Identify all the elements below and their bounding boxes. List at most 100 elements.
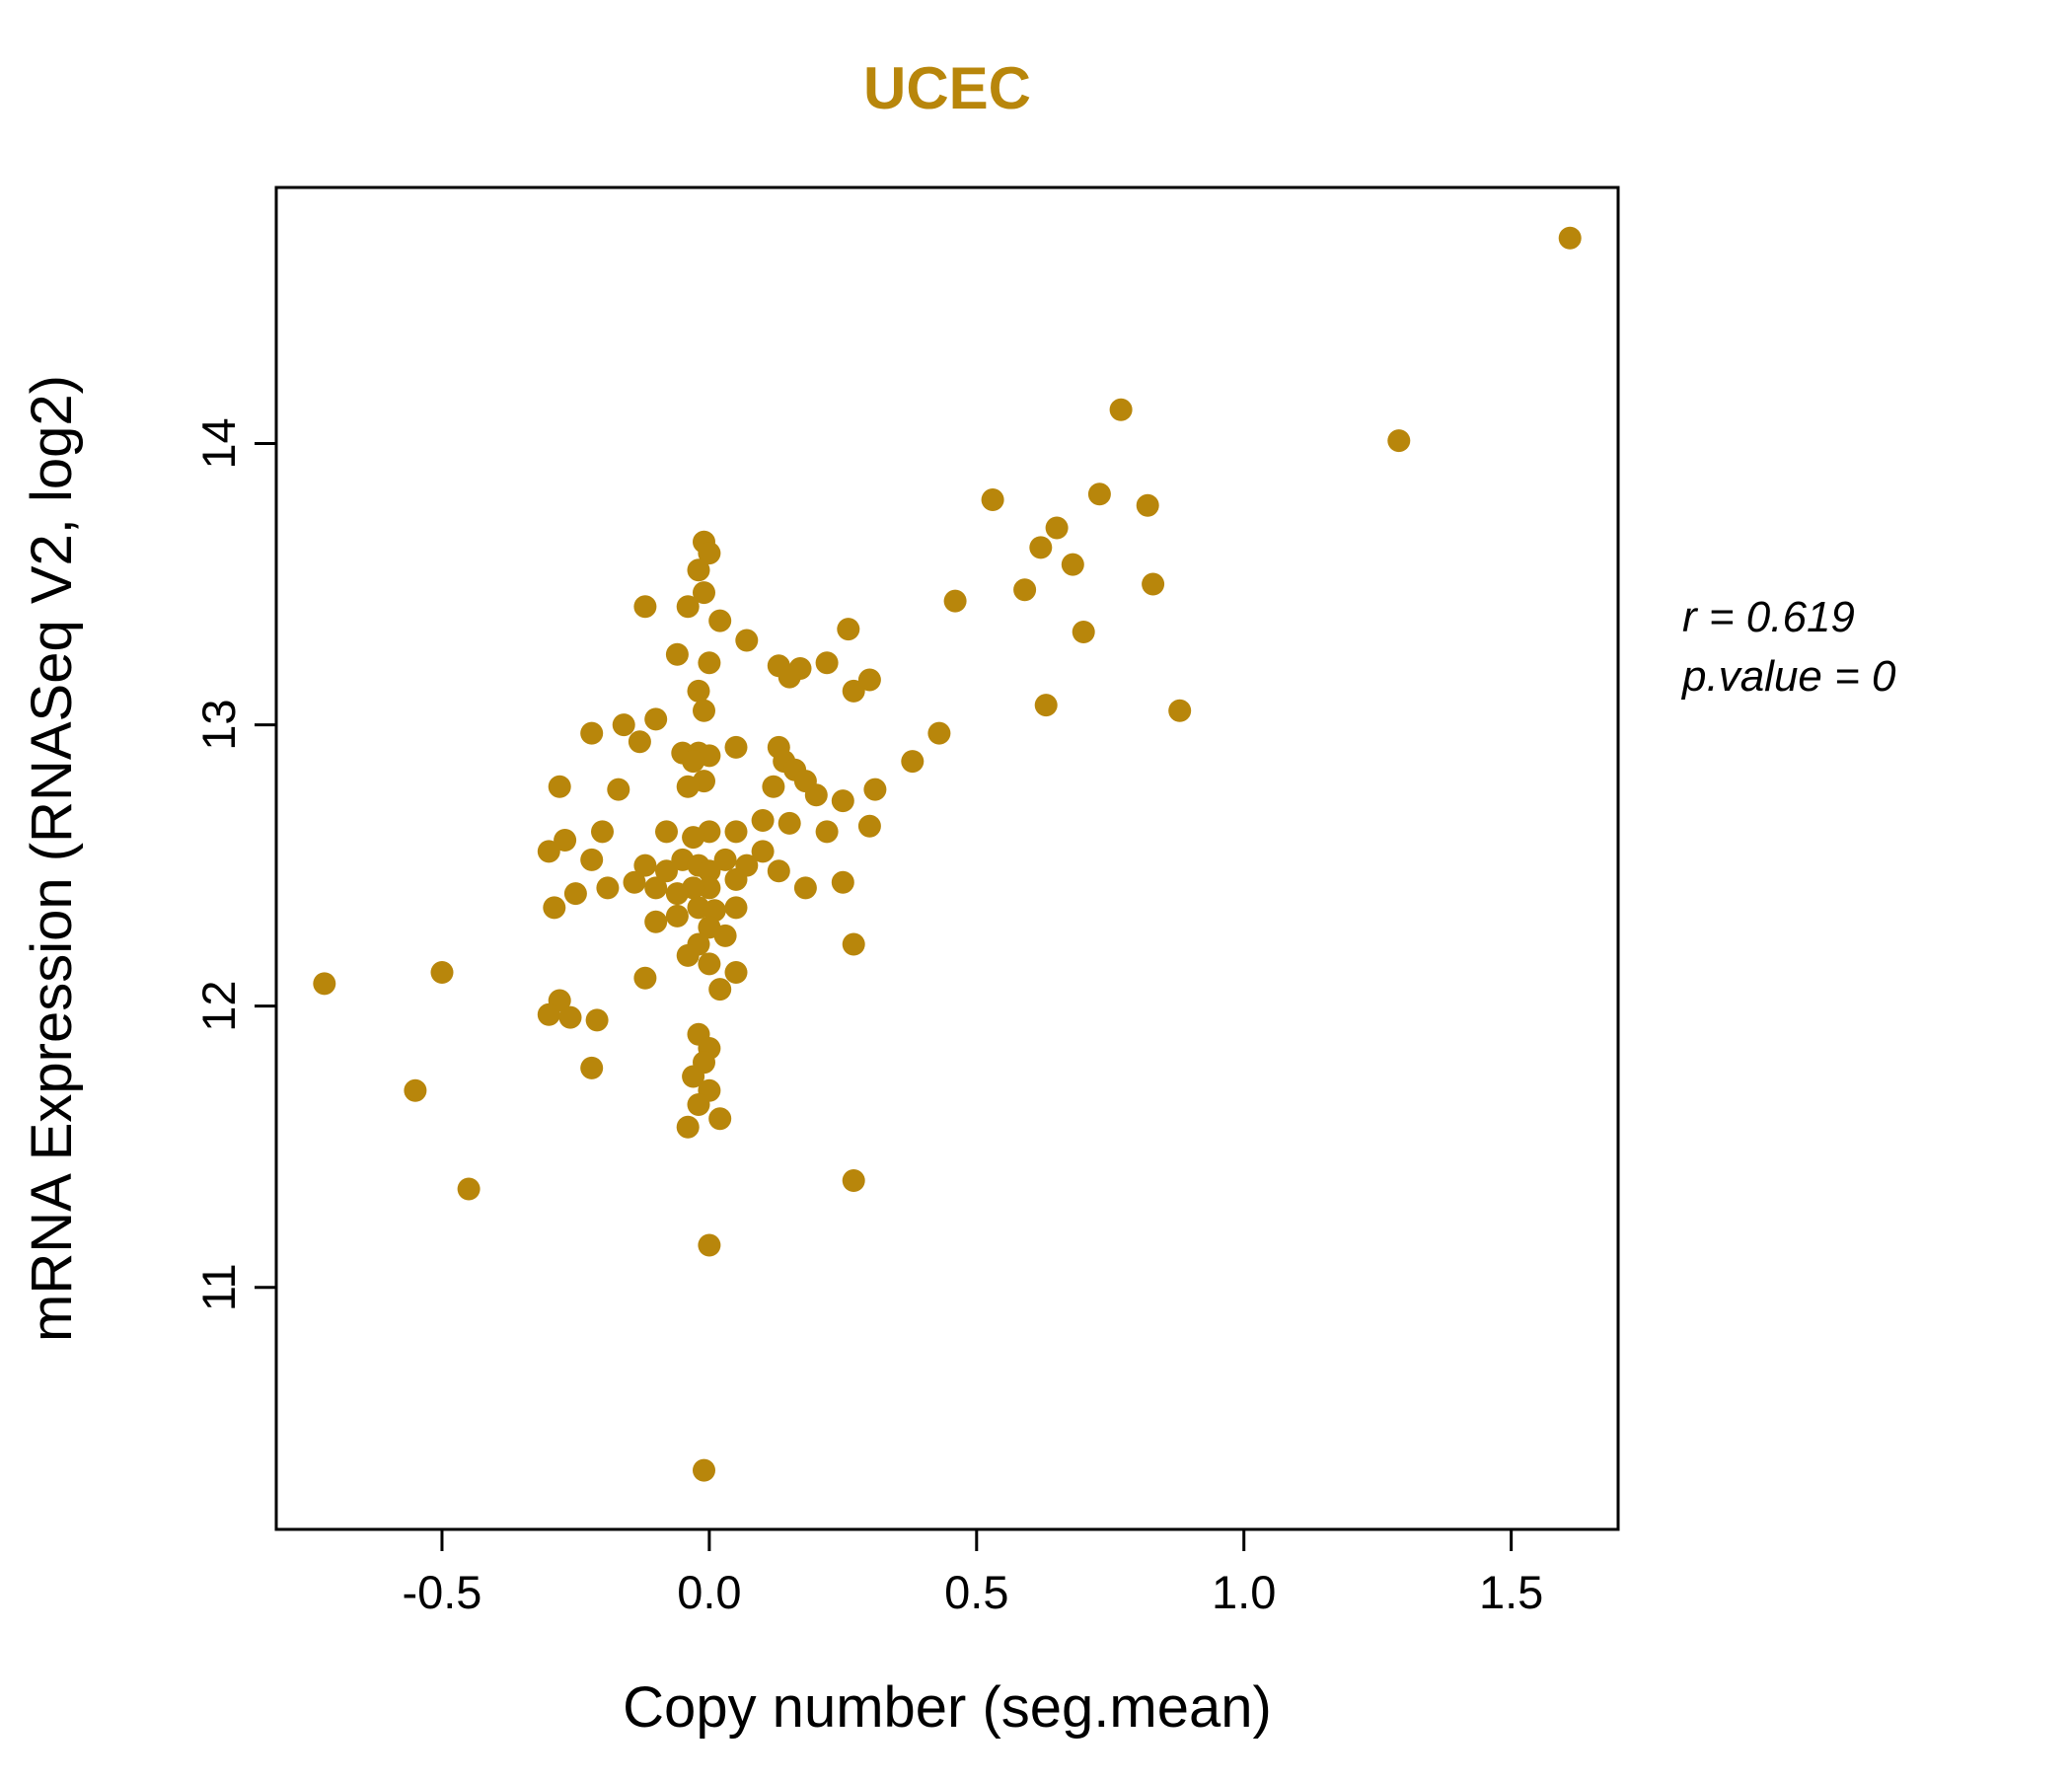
scatter-point xyxy=(698,859,721,883)
scatter-point xyxy=(676,595,700,619)
scatter-point xyxy=(1045,516,1069,540)
scatter-point xyxy=(751,809,775,832)
scatter-point xyxy=(563,882,587,906)
scatter-point xyxy=(644,910,668,933)
scatter-point xyxy=(693,581,715,605)
scatter-point xyxy=(842,679,865,703)
scatter-point xyxy=(676,775,700,798)
scatter-point xyxy=(767,859,790,883)
scatter-point xyxy=(708,1107,732,1131)
data-points xyxy=(313,226,1582,1482)
x-tick-label: 0.5 xyxy=(944,1566,1008,1618)
scatter-point xyxy=(676,1115,700,1139)
y-axis-ticks: 11 12 13 14 xyxy=(192,417,276,1311)
scatter-point xyxy=(1034,694,1058,717)
scatter-point xyxy=(724,867,748,891)
scatter-point xyxy=(655,820,678,844)
scatter-point xyxy=(724,896,748,920)
scatter-point xyxy=(580,1056,604,1079)
x-tick-label: -0.5 xyxy=(402,1566,481,1618)
scatter-point xyxy=(698,876,721,900)
scatter-point xyxy=(687,558,710,582)
scatter-point xyxy=(857,814,881,838)
scatter-point xyxy=(842,1169,865,1192)
scatter-point xyxy=(863,778,887,801)
y-tick-label: 14 xyxy=(192,417,245,469)
scatter-point xyxy=(698,542,721,565)
scatter-point xyxy=(815,820,839,844)
scatter-point xyxy=(580,721,604,745)
scatter-point xyxy=(430,961,454,984)
scatter-point xyxy=(548,775,571,798)
scatter-point xyxy=(687,1093,710,1116)
scatter-point xyxy=(665,904,689,928)
scatter-point xyxy=(665,642,689,666)
scatter-point xyxy=(591,820,614,844)
scatter-point xyxy=(901,750,925,774)
scatter-point xyxy=(751,840,775,863)
y-axis-label: mRNA Expression (RNASeq V2, log2) xyxy=(20,375,84,1342)
scatter-point xyxy=(655,859,678,883)
scatter-point xyxy=(633,966,657,990)
scatter-point xyxy=(682,1065,705,1088)
scatter-point xyxy=(1387,429,1411,453)
plot-border xyxy=(274,186,1620,1531)
scatter-point xyxy=(1109,398,1133,421)
y-tick-label: 12 xyxy=(192,981,245,1032)
scatter-point xyxy=(724,961,748,984)
scatter-point xyxy=(1558,226,1582,250)
scatter-point xyxy=(762,775,785,798)
scatter-point xyxy=(837,618,860,641)
scatter-point xyxy=(842,932,865,956)
x-axis-ticks: -0.5 0.0 0.5 1.0 1.5 xyxy=(402,1529,1543,1618)
scatter-point xyxy=(537,1002,560,1026)
scatter-point xyxy=(457,1177,481,1201)
x-tick-label: 1.5 xyxy=(1479,1566,1543,1618)
x-tick-label: 1.0 xyxy=(1212,1566,1276,1618)
scatter-point xyxy=(708,609,732,632)
scatter-point xyxy=(698,1233,721,1257)
scatter-point xyxy=(943,589,967,613)
scatter-point xyxy=(698,952,721,976)
scatter-point xyxy=(831,870,854,894)
scatter-point xyxy=(682,750,705,774)
scatter-point xyxy=(713,848,737,871)
scatter-point xyxy=(693,1458,715,1482)
scatter-point xyxy=(793,876,817,900)
scatter-point xyxy=(1061,553,1084,576)
chart-title: UCEC xyxy=(863,55,1031,121)
scatter-point xyxy=(724,820,748,844)
scatter-point xyxy=(644,707,668,731)
scatter-point xyxy=(682,826,705,850)
scatter-point xyxy=(857,668,881,692)
scatter-point xyxy=(1072,621,1095,643)
scatter-point xyxy=(580,848,604,871)
scatter-point xyxy=(724,735,748,759)
scatter-point xyxy=(687,679,710,703)
scatter-point xyxy=(693,699,715,722)
scatter-point xyxy=(543,896,566,920)
annotation-p-value: p.value = 0 xyxy=(1680,652,1896,701)
scatter-point xyxy=(831,789,854,813)
scatter-point xyxy=(777,665,801,689)
scatter-point xyxy=(735,629,759,652)
scatter-point xyxy=(708,978,732,1002)
scatter-point xyxy=(698,651,721,675)
scatter-point xyxy=(1087,482,1111,506)
scatter-point xyxy=(644,876,668,900)
scatter-point xyxy=(623,870,646,894)
scatter-point xyxy=(676,943,700,967)
scatter-point xyxy=(554,829,577,852)
y-tick-label: 11 xyxy=(192,1263,245,1311)
scatter-point xyxy=(777,811,801,835)
scatter-point xyxy=(585,1008,609,1032)
scatter-point xyxy=(558,1005,582,1029)
scatter-point xyxy=(537,840,560,863)
scatter-point xyxy=(404,1078,427,1102)
scatter-point xyxy=(607,778,630,801)
scatter-point xyxy=(628,730,651,754)
scatter-point xyxy=(612,713,635,737)
scatter-point xyxy=(596,876,620,900)
